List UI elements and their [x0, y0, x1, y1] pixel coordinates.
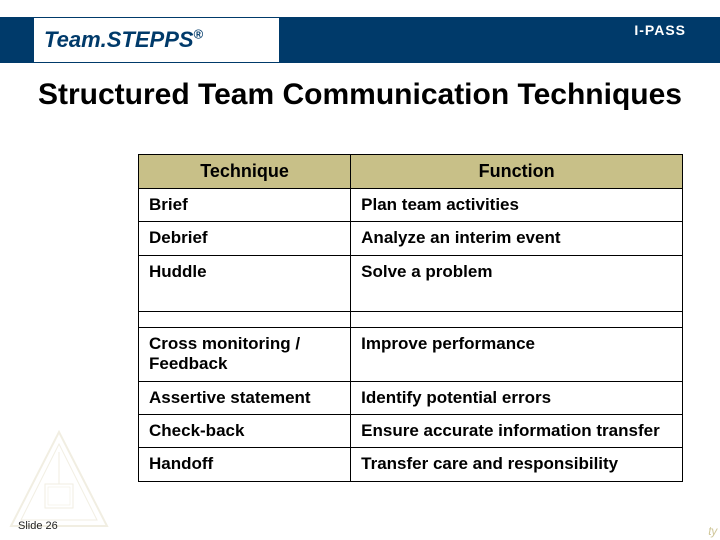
- cell-function: Ensure accurate information transfer: [351, 414, 683, 447]
- table-row: Handoff Transfer care and responsibility: [139, 448, 683, 481]
- col-header-function: Function: [351, 155, 683, 189]
- cell-function: Solve a problem: [351, 255, 683, 311]
- table-row: Cross monitoring / Feedback Improve perf…: [139, 327, 683, 381]
- badge-ipass: I-PASS: [634, 22, 686, 38]
- cell-technique: Assertive statement: [139, 381, 351, 414]
- table-header-row: Technique Function: [139, 155, 683, 189]
- table-row: Assertive statement Identify potential e…: [139, 381, 683, 414]
- col-header-technique: Technique: [139, 155, 351, 189]
- cell-function: Improve performance: [351, 327, 683, 381]
- cell-function: Transfer care and responsibility: [351, 448, 683, 481]
- cell-technique: Check-back: [139, 414, 351, 447]
- table-row: Brief Plan team activities: [139, 189, 683, 222]
- cell-function: Analyze an interim event: [351, 222, 683, 255]
- footer-watermark-icon: [4, 430, 114, 530]
- techniques-table-wrap: Technique Function Brief Plan team activ…: [138, 154, 683, 482]
- gap-cell: [139, 311, 351, 327]
- table-gap-row: [139, 311, 683, 327]
- cell-technique: Handoff: [139, 448, 351, 481]
- logo-box: Team.STEPPS®: [34, 18, 279, 62]
- table-row: Check-back Ensure accurate information t…: [139, 414, 683, 447]
- cell-technique: Huddle: [139, 255, 351, 311]
- slide: I-PASS Team.STEPPS® Structured Team Comm…: [0, 0, 720, 540]
- cell-function: Identify potential errors: [351, 381, 683, 414]
- cell-technique: Cross monitoring / Feedback: [139, 327, 351, 381]
- table-body: Brief Plan team activities Debrief Analy…: [139, 189, 683, 482]
- footer-right-text: ty: [708, 524, 717, 538]
- cell-technique: Debrief: [139, 222, 351, 255]
- logo-registered: ®: [194, 27, 204, 42]
- techniques-table: Technique Function Brief Plan team activ…: [138, 154, 683, 482]
- slide-title: Structured Team Communication Techniques: [0, 78, 720, 111]
- cell-technique: Brief: [139, 189, 351, 222]
- logo-text: Team.STEPPS®: [44, 27, 203, 52]
- cell-function: Plan team activities: [351, 189, 683, 222]
- gap-cell: [351, 311, 683, 327]
- logo-main: Team.STEPPS: [44, 27, 194, 52]
- slide-number: Slide 26: [18, 520, 58, 532]
- table-row: Debrief Analyze an interim event: [139, 222, 683, 255]
- table-row: Huddle Solve a problem: [139, 255, 683, 311]
